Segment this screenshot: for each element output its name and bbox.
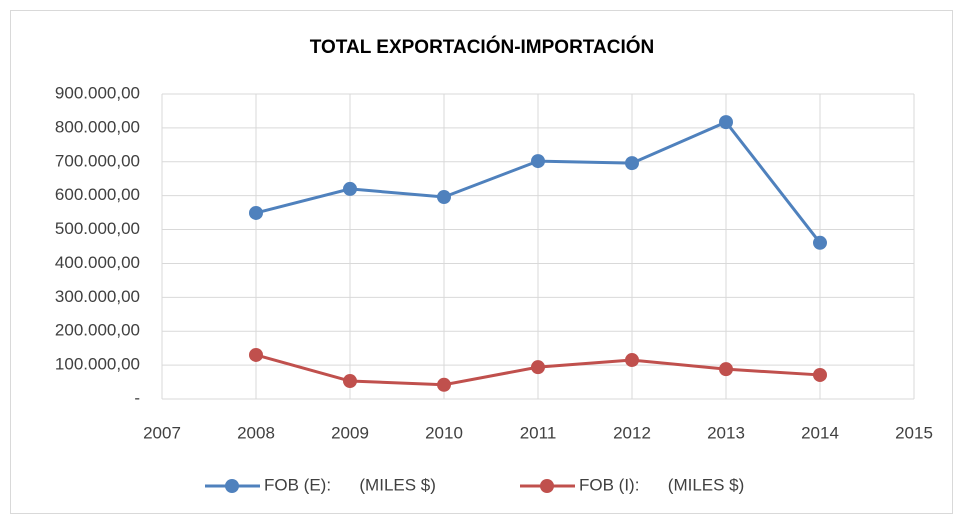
y-tick-label: 900.000,00 bbox=[55, 83, 140, 102]
x-tick-label: 2014 bbox=[801, 423, 839, 442]
y-tick-label: 500.000,00 bbox=[55, 219, 140, 238]
x-tick-label: 2010 bbox=[425, 423, 463, 442]
x-tick-label: 2013 bbox=[707, 423, 745, 442]
legend-label: FOB (I): (MILES $) bbox=[579, 475, 744, 494]
data-point bbox=[813, 235, 827, 250]
data-point bbox=[249, 347, 263, 362]
y-tick-label: 700.000,00 bbox=[55, 151, 140, 170]
legend-marker bbox=[540, 479, 554, 493]
legend-marker bbox=[225, 479, 239, 493]
legend-label: FOB (E): (MILES $) bbox=[264, 475, 436, 494]
x-tick-label: 2009 bbox=[331, 423, 369, 442]
data-point bbox=[625, 353, 639, 368]
x-tick-label: 2007 bbox=[143, 423, 181, 442]
x-tick-label: 2012 bbox=[613, 423, 651, 442]
data-point bbox=[437, 377, 451, 392]
y-tick-label: 400.000,00 bbox=[55, 253, 140, 272]
data-point bbox=[437, 190, 451, 205]
data-point bbox=[343, 374, 357, 389]
x-tick-label: 2011 bbox=[520, 423, 557, 442]
y-tick-label: 800.000,00 bbox=[55, 117, 140, 136]
x-tick-label: 2015 bbox=[895, 423, 933, 442]
data-point bbox=[719, 362, 733, 377]
data-point bbox=[343, 181, 357, 196]
data-point bbox=[531, 360, 545, 375]
y-tick-label: 600.000,00 bbox=[55, 185, 140, 204]
data-point bbox=[813, 367, 827, 382]
y-tick-label: 100.000,00 bbox=[55, 355, 140, 374]
y-tick-label: 300.000,00 bbox=[55, 287, 140, 306]
data-point bbox=[625, 156, 639, 171]
data-point bbox=[249, 205, 263, 220]
y-tick-label: 200.000,00 bbox=[55, 321, 140, 340]
data-point bbox=[531, 154, 545, 169]
y-tick-label: - bbox=[134, 388, 140, 407]
data-point bbox=[719, 115, 733, 130]
chart-title: TOTAL EXPORTACIÓN-IMPORTACIÓN bbox=[310, 36, 654, 58]
x-tick-label: 2008 bbox=[237, 423, 275, 442]
